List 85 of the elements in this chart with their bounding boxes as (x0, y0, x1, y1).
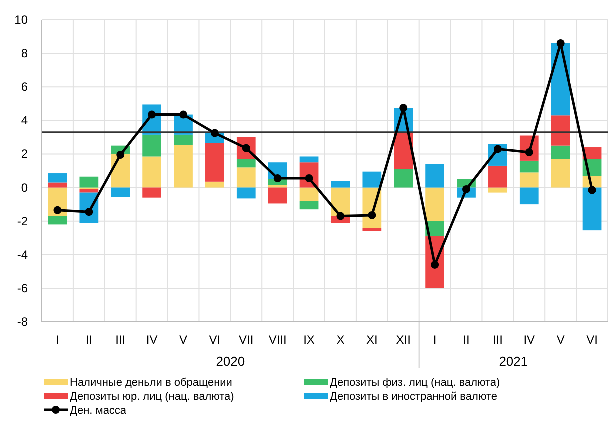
bar (520, 172, 539, 188)
point (116, 151, 125, 160)
bar (520, 188, 539, 205)
bar (582, 188, 602, 231)
bar (300, 188, 319, 202)
bar (80, 189, 99, 193)
point (274, 174, 282, 183)
bar (426, 164, 444, 188)
bar (331, 181, 350, 188)
x-tick-label: III (492, 333, 503, 347)
y-tick-label: -6 (17, 281, 28, 296)
bar (80, 176, 99, 188)
x-tick-label: V (556, 333, 565, 347)
legend-label: Ден. масса (70, 405, 128, 417)
bar (551, 159, 570, 188)
bar (236, 168, 256, 188)
x-tick-label: XI (366, 333, 378, 347)
legend-label: Депозиты в иностранной валюте (330, 391, 498, 403)
bar (268, 185, 288, 188)
bar (174, 144, 193, 188)
y-tick-label: 8 (21, 46, 28, 61)
bar (142, 188, 162, 198)
bar (174, 134, 193, 145)
bar (520, 160, 539, 173)
text: 2020 (216, 354, 246, 369)
bar (551, 116, 570, 146)
y-tick-label: -2 (17, 214, 28, 228)
bar (142, 134, 162, 157)
y-tick-label: 2 (21, 147, 28, 162)
point (525, 148, 534, 157)
bar (394, 169, 414, 188)
y-tick-label: -4 (17, 248, 28, 262)
x-tick-label: II (86, 333, 93, 347)
legend-label: Депозиты юр. лиц (нац. валюта) (70, 391, 234, 403)
x-tick-label: V (179, 333, 188, 347)
x-tick-label: IV (146, 333, 158, 347)
point (588, 186, 596, 194)
x-tick-label: XII (396, 333, 411, 347)
point (400, 104, 408, 112)
x-tick-label: I (433, 333, 437, 347)
y-tick-label: 10 (14, 13, 28, 27)
y-tick-label: 6 (21, 80, 28, 94)
bar (142, 156, 162, 188)
point (336, 212, 345, 220)
text: 2021 (499, 354, 528, 369)
x-tick-label: VI (586, 333, 598, 347)
bar (48, 216, 68, 225)
point (148, 110, 156, 119)
bar (206, 143, 224, 182)
x-tick-label: IX (304, 333, 315, 347)
bar (48, 182, 68, 188)
bar (268, 188, 288, 204)
legend-label: Наличные деньли в обращении (70, 377, 232, 389)
x-tick-label: II (463, 333, 470, 347)
x-tick-label: III (116, 333, 126, 347)
bar (236, 159, 256, 168)
y-tick-label: 0 (21, 180, 28, 195)
bar (362, 228, 382, 232)
point (431, 260, 440, 269)
bar (206, 182, 224, 188)
bar (236, 188, 256, 199)
point (54, 206, 62, 214)
x-tick-label: VII (239, 333, 254, 347)
bar (426, 188, 444, 222)
bar (488, 188, 508, 193)
x-tick-label: VI (209, 333, 221, 347)
point (556, 39, 565, 48)
point (180, 110, 188, 119)
bar (488, 166, 508, 188)
bar (300, 201, 319, 210)
x-tick-label: X (336, 333, 345, 347)
bar (48, 174, 68, 183)
point (210, 129, 219, 138)
y-tick-label: 4 (21, 114, 28, 128)
bar (551, 146, 570, 160)
x-tick-label: IV (524, 333, 536, 347)
point (494, 145, 502, 154)
bar (362, 172, 382, 188)
x-tick-label: I (56, 333, 60, 347)
bar (300, 156, 319, 163)
x-tick-label: VIII (268, 333, 287, 347)
point (368, 211, 376, 220)
y-tick-label: -8 (17, 315, 28, 329)
bar (111, 188, 130, 198)
legend-label: Депозиты физ. лиц (нац. валюта) (330, 377, 500, 389)
